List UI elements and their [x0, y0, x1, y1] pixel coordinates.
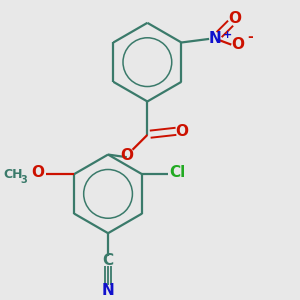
Text: N: N — [208, 32, 221, 46]
Text: -: - — [248, 31, 254, 44]
Text: +: + — [223, 30, 232, 40]
Text: O: O — [175, 124, 188, 139]
Text: O: O — [228, 11, 242, 26]
Text: N: N — [102, 283, 114, 298]
Text: Cl: Cl — [169, 165, 185, 180]
Text: O: O — [231, 37, 244, 52]
Text: C: C — [103, 253, 114, 268]
Text: O: O — [120, 148, 133, 163]
Text: O: O — [31, 165, 44, 180]
Text: CH: CH — [4, 168, 23, 181]
Text: 3: 3 — [20, 175, 27, 185]
